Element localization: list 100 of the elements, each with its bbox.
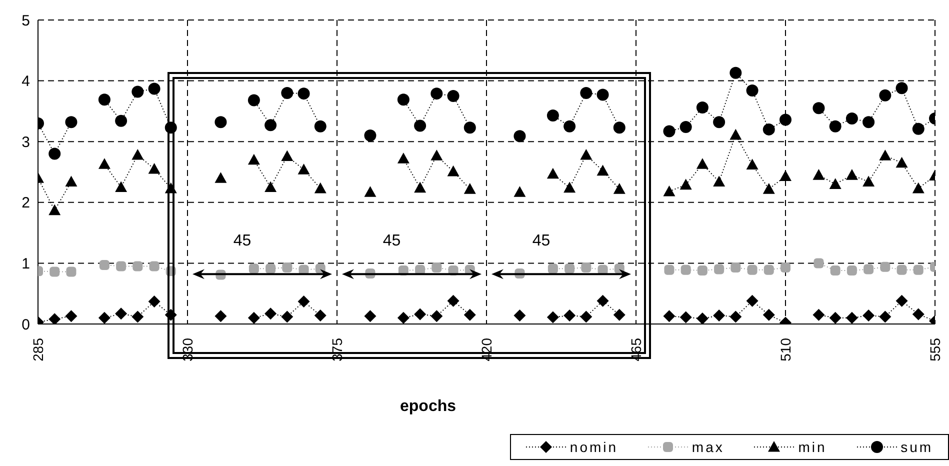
- point: [581, 262, 592, 272]
- point: [464, 183, 476, 194]
- point: [298, 88, 310, 100]
- point: [132, 310, 144, 323]
- point: [713, 309, 726, 322]
- point: [98, 312, 110, 324]
- point: [663, 125, 676, 138]
- y-tick-label: 5: [22, 12, 30, 30]
- point: [414, 308, 426, 320]
- point: [148, 296, 160, 308]
- point: [912, 182, 924, 194]
- point: [65, 310, 78, 322]
- point: [696, 158, 708, 169]
- point: [214, 172, 227, 183]
- point: [48, 148, 61, 160]
- point: [430, 88, 443, 100]
- point: [896, 294, 908, 307]
- point: [214, 116, 227, 128]
- y-tick-label: 4: [22, 73, 30, 90]
- point: [314, 182, 326, 194]
- point: [514, 186, 526, 197]
- point: [514, 309, 526, 322]
- point: [829, 120, 842, 132]
- point: [730, 128, 742, 140]
- point: [596, 88, 609, 101]
- point: [862, 309, 875, 322]
- point: [464, 308, 476, 321]
- point: [364, 130, 376, 142]
- point: [580, 86, 592, 99]
- point: [896, 82, 908, 94]
- point: [613, 122, 626, 134]
- point: [248, 154, 260, 165]
- point: [912, 122, 924, 135]
- legend-label: sum: [900, 438, 934, 457]
- point: [115, 114, 128, 127]
- point: [613, 308, 626, 321]
- point: [780, 114, 792, 126]
- point: [132, 261, 143, 272]
- point: [546, 168, 559, 179]
- point: [447, 165, 460, 176]
- point: [546, 109, 559, 122]
- point: [264, 181, 277, 192]
- point: [596, 294, 609, 307]
- point: [264, 119, 277, 132]
- point: [148, 82, 160, 95]
- point: [680, 178, 692, 190]
- y-tick-label: 0: [22, 316, 30, 334]
- x-axis-title: epochs: [400, 398, 456, 416]
- point: [762, 183, 775, 194]
- point: [430, 150, 443, 160]
- point: [464, 122, 476, 134]
- x-tick-label: 555: [927, 338, 943, 362]
- point: [680, 311, 692, 324]
- point: [830, 265, 840, 276]
- point: [879, 150, 892, 160]
- point: [680, 121, 692, 134]
- point: [48, 313, 61, 324]
- point: [264, 308, 277, 320]
- point: [282, 262, 292, 272]
- point: [99, 260, 110, 270]
- point: [115, 308, 128, 320]
- point: [514, 130, 526, 142]
- point: [879, 89, 892, 102]
- point: [596, 164, 609, 176]
- point: [730, 66, 742, 79]
- annotation: 45: [233, 232, 252, 250]
- point: [98, 94, 110, 106]
- point: [48, 204, 61, 216]
- point: [314, 309, 326, 322]
- point: [397, 312, 410, 324]
- point: [116, 261, 126, 272]
- point: [447, 294, 460, 307]
- point: [132, 148, 144, 160]
- point: [879, 310, 892, 323]
- point: [281, 150, 294, 161]
- point: [862, 176, 875, 187]
- point: [397, 152, 410, 164]
- point: [780, 170, 792, 182]
- legend-label: max: [692, 438, 724, 457]
- point: [896, 156, 908, 168]
- point: [281, 86, 294, 99]
- point: [580, 148, 592, 160]
- point: [780, 262, 790, 272]
- x-tick-label: 285: [30, 338, 46, 362]
- point: [149, 261, 160, 272]
- point: [98, 158, 110, 169]
- point: [115, 181, 128, 192]
- point: [864, 264, 874, 274]
- point: [50, 266, 60, 277]
- annotation: 45: [532, 232, 550, 250]
- point: [762, 123, 775, 136]
- point: [746, 158, 758, 170]
- point: [713, 176, 726, 187]
- point: [447, 90, 460, 102]
- point: [132, 86, 144, 98]
- point: [746, 294, 758, 307]
- point: [564, 120, 576, 132]
- point: [730, 310, 742, 323]
- point: [214, 310, 227, 322]
- point: [746, 84, 758, 97]
